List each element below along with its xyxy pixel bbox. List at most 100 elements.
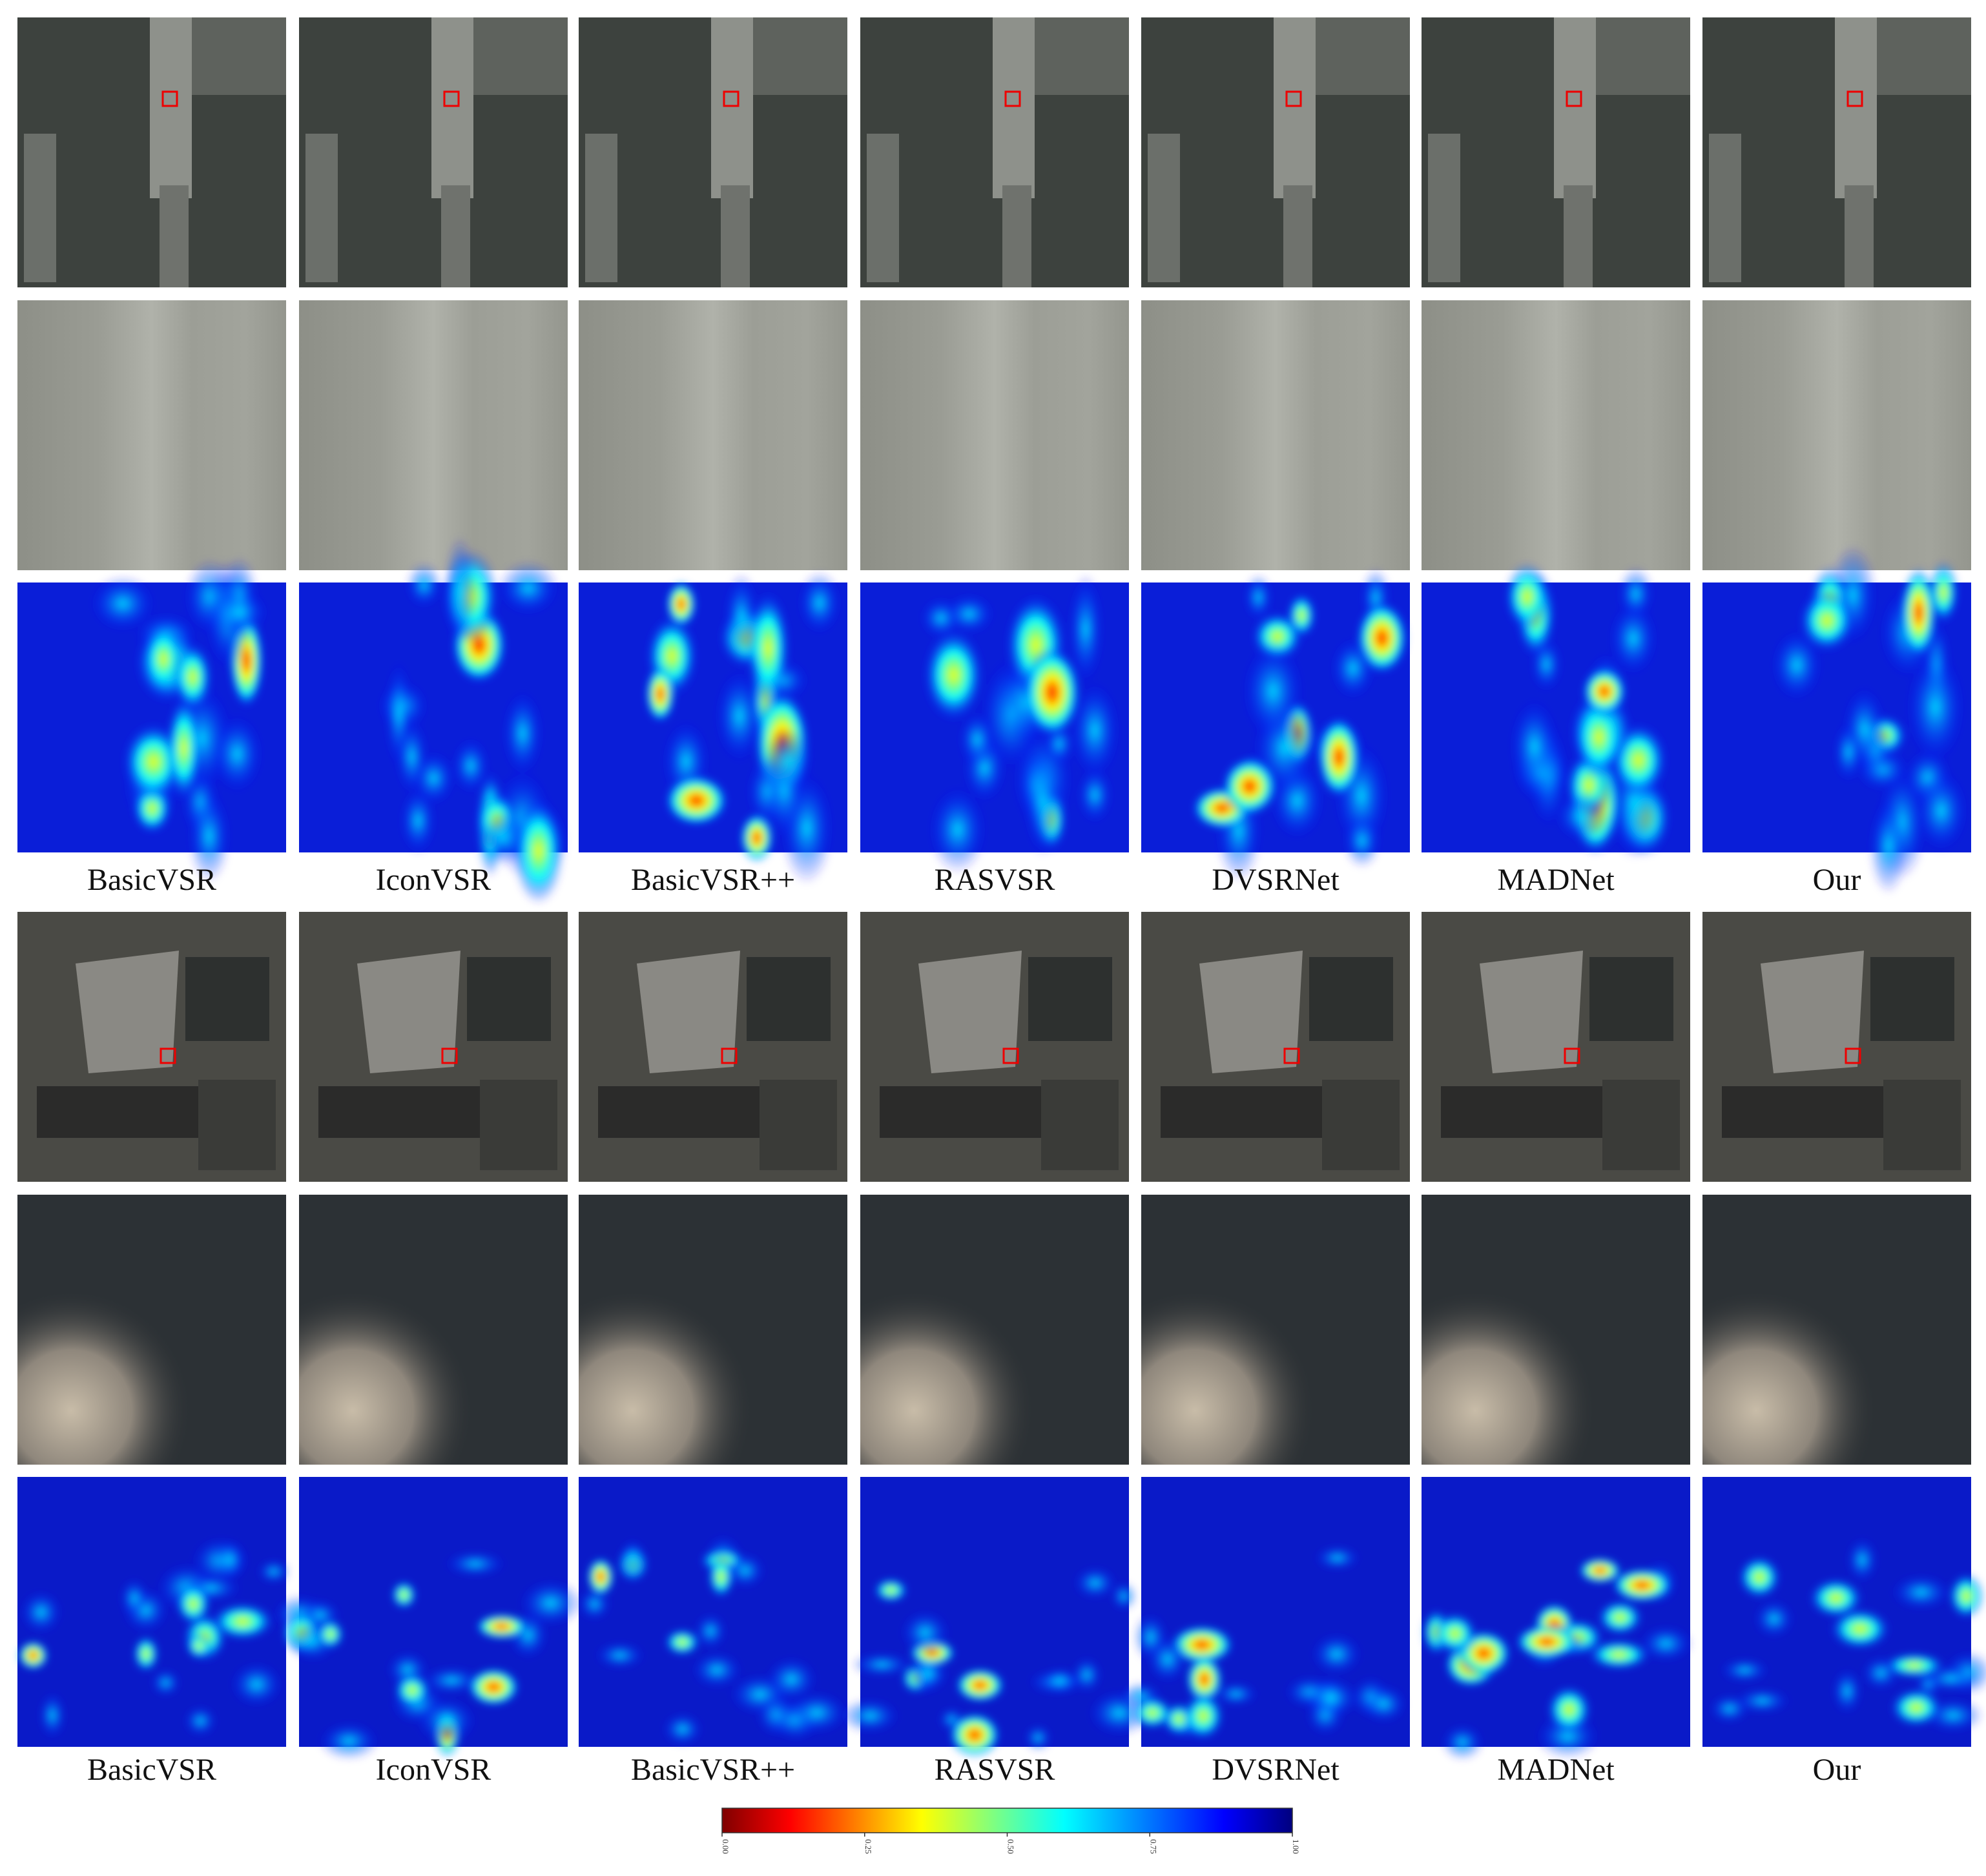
heat-blob — [1068, 573, 1103, 686]
colorbar-tick-label: 1.00 — [1291, 1839, 1301, 1854]
block — [1161, 1086, 1322, 1138]
runway — [1835, 17, 1877, 198]
heat-blob — [1042, 1667, 1079, 1693]
heat-blob — [1738, 1556, 1781, 1599]
heat-blob — [166, 694, 202, 803]
building — [747, 957, 831, 1041]
heat-blob — [1832, 1668, 1862, 1715]
heat-blob — [173, 643, 212, 712]
roi-box — [1566, 90, 1582, 107]
heat-blob — [924, 628, 984, 722]
heat-blob — [257, 1559, 291, 1584]
heat-blob — [578, 1587, 611, 1621]
heat-blob — [1146, 1635, 1189, 1684]
heatmap-blobs — [645, 571, 841, 885]
heat-blob — [175, 1583, 211, 1625]
heat-blob — [1531, 637, 1562, 692]
heat-blob — [1432, 1612, 1478, 1655]
heat-blob — [873, 1578, 909, 1603]
method-label: DVSRNet — [1212, 1753, 1340, 1787]
heatmap-blobs — [273, 1551, 583, 1760]
zoom-blob — [579, 1195, 847, 1465]
heat-blob — [594, 1642, 645, 1669]
building — [1589, 957, 1673, 1041]
parking — [76, 951, 179, 1073]
heat-blob — [1361, 1684, 1407, 1724]
heat-blob — [619, 1538, 646, 1580]
heat-blob — [1834, 721, 1863, 783]
heat-blob — [318, 1722, 379, 1760]
heat-blob — [1799, 589, 1855, 652]
block — [198, 1080, 276, 1170]
heat-blob — [1110, 1582, 1137, 1611]
heat-blob — [210, 1603, 275, 1640]
runway — [711, 17, 753, 198]
heat-blob — [1829, 1608, 1891, 1650]
heat-blob — [1024, 1724, 1052, 1751]
heat-blob — [1311, 1633, 1362, 1675]
heat-blob — [1302, 1677, 1360, 1719]
heat-blob — [1441, 1724, 1484, 1760]
method-label: DVSRNet — [1212, 863, 1340, 897]
block — [760, 1080, 837, 1170]
zoom-blob — [860, 1195, 1129, 1465]
heat-blob — [664, 1629, 701, 1656]
apron — [473, 17, 568, 95]
heatmap-bg — [860, 1477, 1129, 1747]
heat-blob — [694, 1613, 727, 1649]
colorbar-tick-label: 0.00 — [721, 1839, 730, 1854]
block — [1602, 1080, 1680, 1170]
heat-blob — [1772, 629, 1822, 701]
heat-blob — [1597, 1600, 1644, 1635]
method-label: RASVSR — [935, 863, 1055, 897]
heat-blob — [944, 593, 995, 634]
heat-blob — [1073, 1566, 1117, 1600]
parking — [637, 951, 740, 1073]
method-label: BasicVSR — [87, 1753, 216, 1787]
left-structures — [1148, 134, 1180, 282]
heat-blob — [230, 1662, 283, 1707]
heat-blob — [497, 561, 559, 615]
heat-blob — [1555, 792, 1608, 841]
roi-box — [1002, 1047, 1019, 1064]
heatmap-blobs — [17, 1537, 291, 1739]
heatmap-blobs — [1192, 568, 1408, 882]
left-structures — [24, 134, 56, 282]
method-label: MADNet — [1497, 1753, 1615, 1787]
heat-blob — [665, 775, 729, 826]
heat-blob — [1546, 1685, 1592, 1734]
zoom-patch — [579, 300, 847, 570]
zoom-blob — [1422, 1195, 1690, 1465]
runway — [1274, 17, 1316, 198]
left-structures — [1428, 134, 1460, 282]
heat-blob — [645, 665, 676, 723]
heat-blob — [17, 1640, 48, 1670]
runway — [431, 17, 473, 198]
heat-blob — [1921, 1665, 1980, 1693]
building — [1309, 957, 1393, 1041]
building — [1870, 957, 1954, 1041]
heat-blob — [1869, 798, 1907, 894]
heat-blob — [1890, 1688, 1943, 1727]
heat-blob — [764, 728, 812, 794]
heat-blob — [1222, 757, 1277, 816]
parking — [357, 951, 460, 1073]
heat-blob — [1343, 813, 1381, 868]
apron — [1035, 17, 1129, 95]
heat-blob — [1070, 681, 1119, 780]
apron — [753, 17, 847, 95]
roi-box — [1845, 1047, 1861, 1064]
heat-blob — [1639, 1625, 1693, 1662]
colorbar-tick-label: 0.25 — [864, 1839, 873, 1854]
parking — [1761, 951, 1864, 1073]
heat-blob — [475, 1613, 528, 1640]
heat-blob — [785, 1691, 849, 1734]
heat-blob — [1719, 1658, 1770, 1682]
heat-blob — [1078, 766, 1112, 824]
heat-blob — [519, 1579, 583, 1627]
block — [480, 1080, 557, 1170]
roi-box — [161, 90, 178, 107]
heat-blob — [724, 572, 759, 659]
heat-blob — [715, 668, 763, 764]
left-structures — [305, 134, 338, 282]
